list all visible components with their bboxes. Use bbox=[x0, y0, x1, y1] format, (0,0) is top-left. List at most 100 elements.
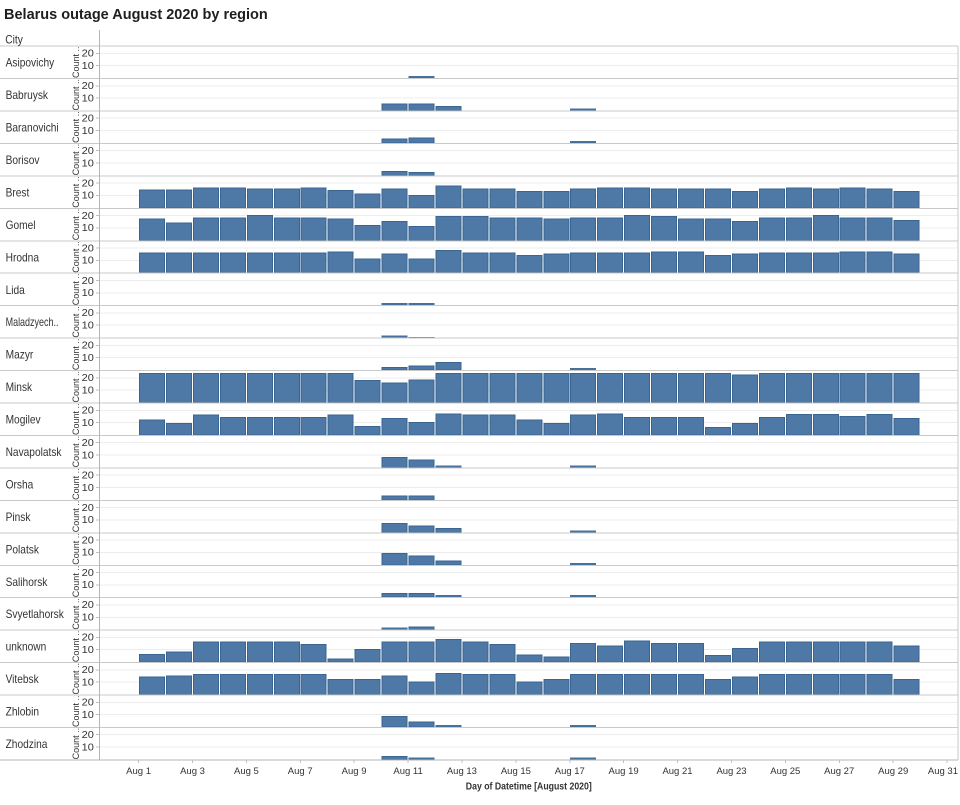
svg-text:20: 20 bbox=[82, 211, 95, 222]
svg-text:Count ..: Count .. bbox=[71, 144, 81, 176]
svg-text:10: 10 bbox=[82, 677, 95, 688]
svg-text:Navapolatsk: Navapolatsk bbox=[6, 445, 63, 459]
svg-text:Count ..: Count .. bbox=[71, 631, 81, 663]
svg-text:Aug 1: Aug 1 bbox=[126, 766, 151, 777]
svg-text:10: 10 bbox=[82, 61, 95, 72]
svg-text:Baranovichi: Baranovichi bbox=[6, 121, 59, 135]
svg-text:20: 20 bbox=[82, 406, 95, 417]
svg-text:Zhlobin: Zhlobin bbox=[6, 705, 39, 719]
svg-text:Count ..: Count .. bbox=[71, 111, 81, 143]
svg-text:Orsha: Orsha bbox=[6, 477, 34, 491]
svg-text:Count ..: Count .. bbox=[71, 468, 81, 500]
svg-text:10: 10 bbox=[82, 256, 95, 267]
svg-text:20: 20 bbox=[82, 600, 95, 611]
svg-text:Pinsk: Pinsk bbox=[6, 510, 32, 524]
svg-text:20: 20 bbox=[82, 568, 95, 579]
svg-text:10: 10 bbox=[82, 613, 95, 624]
svg-text:20: 20 bbox=[82, 698, 95, 709]
svg-text:Asipovichy: Asipovichy bbox=[6, 56, 55, 70]
svg-text:20: 20 bbox=[82, 471, 95, 482]
svg-text:Aug 3: Aug 3 bbox=[180, 766, 205, 777]
svg-text:Hrodna: Hrodna bbox=[6, 250, 40, 264]
svg-text:Count ..: Count .. bbox=[71, 79, 81, 111]
svg-text:20: 20 bbox=[82, 373, 95, 384]
svg-text:Zhodzina: Zhodzina bbox=[6, 737, 48, 751]
svg-text:Aug 9: Aug 9 bbox=[342, 766, 367, 777]
svg-text:Count ..: Count .. bbox=[71, 728, 81, 760]
svg-text:10: 10 bbox=[82, 191, 95, 202]
svg-text:Count ..: Count .. bbox=[71, 274, 81, 306]
svg-text:Mazyr: Mazyr bbox=[6, 348, 34, 362]
svg-text:Mogilev: Mogilev bbox=[6, 413, 41, 427]
svg-text:Aug 5: Aug 5 bbox=[234, 766, 259, 777]
svg-text:20: 20 bbox=[82, 341, 95, 352]
svg-text:10: 10 bbox=[82, 93, 95, 104]
svg-text:Borisov: Borisov bbox=[6, 153, 40, 167]
svg-text:Svyetlahorsk: Svyetlahorsk bbox=[6, 607, 65, 621]
svg-text:20: 20 bbox=[82, 243, 95, 254]
svg-text:10: 10 bbox=[82, 321, 95, 332]
svg-text:10: 10 bbox=[82, 742, 95, 753]
svg-text:Gomel: Gomel bbox=[6, 218, 36, 232]
svg-text:10: 10 bbox=[82, 483, 95, 494]
svg-text:10: 10 bbox=[82, 353, 95, 364]
svg-text:Aug 7: Aug 7 bbox=[288, 766, 313, 777]
svg-text:10: 10 bbox=[82, 385, 95, 396]
svg-text:Aug 25: Aug 25 bbox=[770, 766, 800, 777]
svg-text:20: 20 bbox=[82, 49, 95, 60]
svg-text:Count ..: Count .. bbox=[71, 339, 81, 371]
svg-text:10: 10 bbox=[82, 645, 95, 656]
svg-text:20: 20 bbox=[82, 178, 95, 189]
svg-text:Count ..: Count .. bbox=[71, 598, 81, 630]
svg-text:Aug 11: Aug 11 bbox=[393, 766, 422, 777]
svg-text:Count ..: Count .. bbox=[71, 436, 81, 468]
svg-text:20: 20 bbox=[82, 535, 95, 546]
svg-text:10: 10 bbox=[82, 450, 95, 461]
svg-text:Count ..: Count .. bbox=[71, 241, 81, 273]
svg-text:Count ..: Count .. bbox=[71, 306, 81, 338]
svg-text:20: 20 bbox=[82, 503, 95, 514]
svg-text:20: 20 bbox=[82, 438, 95, 449]
svg-text:Lida: Lida bbox=[6, 283, 25, 297]
svg-text:Aug 27: Aug 27 bbox=[824, 766, 854, 777]
svg-text:Brest: Brest bbox=[6, 185, 30, 199]
svg-text:10: 10 bbox=[82, 548, 95, 559]
svg-text:10: 10 bbox=[82, 710, 95, 721]
svg-text:Aug 15: Aug 15 bbox=[501, 766, 531, 777]
svg-text:10: 10 bbox=[82, 126, 95, 137]
svg-text:Salihorsk: Salihorsk bbox=[6, 575, 49, 589]
svg-text:10: 10 bbox=[82, 288, 95, 299]
svg-text:Aug 13: Aug 13 bbox=[447, 766, 477, 777]
svg-text:Count ..: Count .. bbox=[71, 371, 81, 403]
svg-text:Minsk: Minsk bbox=[6, 380, 33, 394]
svg-text:Maladzyech..: Maladzyech.. bbox=[6, 315, 59, 329]
svg-text:Polatsk: Polatsk bbox=[6, 542, 40, 556]
svg-text:Count ..: Count .. bbox=[71, 695, 81, 727]
svg-text:Belarus outage August 2020 by: Belarus outage August 2020 by region bbox=[4, 7, 268, 23]
svg-text:10: 10 bbox=[82, 580, 95, 591]
svg-text:Aug 19: Aug 19 bbox=[609, 766, 639, 777]
svg-text:20: 20 bbox=[82, 665, 95, 676]
svg-text:10: 10 bbox=[82, 515, 95, 526]
svg-text:20: 20 bbox=[82, 730, 95, 741]
svg-text:10: 10 bbox=[82, 418, 95, 429]
svg-text:Count ..: Count .. bbox=[71, 46, 81, 78]
svg-text:Count ..: Count .. bbox=[71, 533, 81, 565]
svg-text:20: 20 bbox=[82, 276, 95, 287]
svg-text:20: 20 bbox=[82, 633, 95, 644]
svg-text:20: 20 bbox=[82, 81, 95, 92]
svg-text:Aug 31: Aug 31 bbox=[928, 766, 958, 777]
svg-text:Day of Datetime [August 2020]: Day of Datetime [August 2020] bbox=[466, 781, 592, 792]
svg-text:City: City bbox=[5, 32, 23, 46]
svg-text:Aug 21: Aug 21 bbox=[662, 766, 692, 777]
svg-text:20: 20 bbox=[82, 114, 95, 125]
svg-text:Count ..: Count .. bbox=[71, 501, 81, 533]
svg-text:Count ..: Count .. bbox=[71, 403, 81, 435]
svg-text:Count ..: Count .. bbox=[71, 176, 81, 208]
svg-text:10: 10 bbox=[82, 158, 95, 169]
svg-text:20: 20 bbox=[82, 146, 95, 157]
svg-text:Vitebsk: Vitebsk bbox=[6, 672, 40, 686]
svg-text:Aug 29: Aug 29 bbox=[878, 766, 908, 777]
svg-text:10: 10 bbox=[82, 223, 95, 234]
svg-text:Count ..: Count .. bbox=[71, 566, 81, 598]
